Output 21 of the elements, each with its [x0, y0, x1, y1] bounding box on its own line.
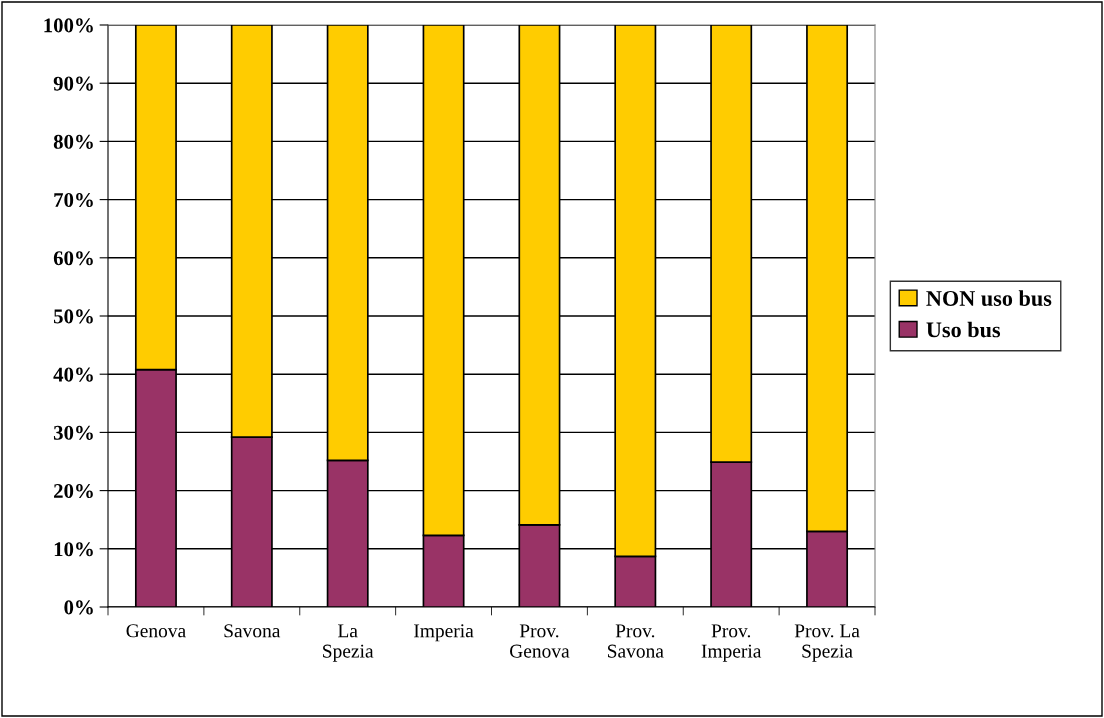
y-tick-label: 90% [53, 76, 93, 91]
x-tick-label: Prov. Genova [510, 624, 570, 658]
legend-label: NON uso bus [926, 290, 1052, 306]
x-tick-label: Imperia [414, 624, 474, 642]
y-tick-label: 30% [53, 425, 93, 440]
y-tick-label: 80% [53, 134, 93, 149]
y-tick-label: 0% [64, 600, 93, 615]
y-tick-label: 50% [53, 309, 93, 324]
y-tick-label: 20% [54, 483, 93, 499]
y-tick-label: 40% [53, 367, 93, 382]
x-tick-label: Prov. Imperia [701, 624, 762, 662]
y-tick-label: 60% [53, 251, 93, 266]
y-tick-label: 70% [54, 192, 93, 208]
x-tick-label: Prov. La Spezia [794, 624, 860, 662]
x-tick-label: Savona [224, 624, 281, 638]
legend-label: Uso bus [926, 321, 1001, 338]
x-tick-label: La Spezia [323, 624, 374, 662]
y-tick-label: 100% [44, 18, 93, 33]
y-tick-label: 10% [54, 542, 93, 557]
x-tick-label: Genova [126, 624, 186, 638]
x-tick-label: Prov. Savona [607, 624, 664, 658]
